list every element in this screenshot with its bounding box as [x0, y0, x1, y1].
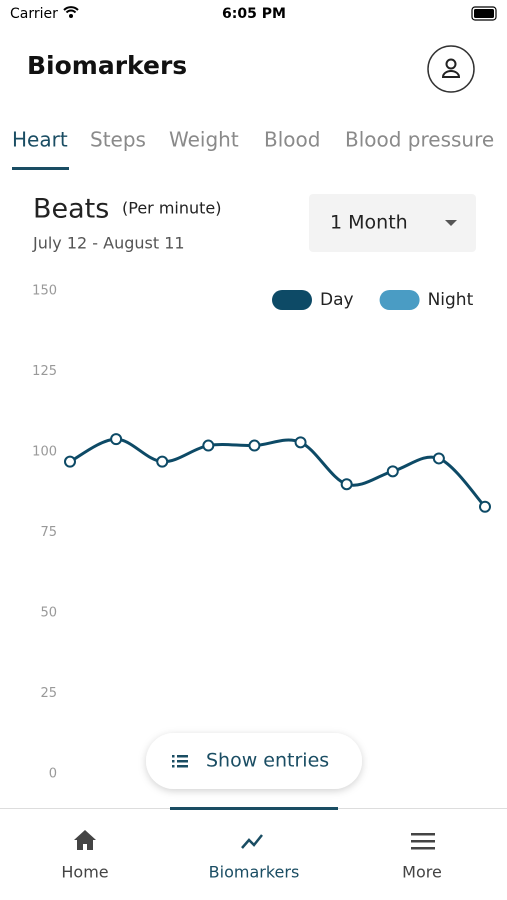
tab[interactable]: Steps	[90, 128, 146, 152]
y-tick-label: 25	[40, 686, 57, 701]
period-label: 1 Month	[330, 212, 408, 234]
data-point	[64, 455, 76, 468]
home-icon	[74, 830, 96, 850]
data-point	[340, 478, 353, 491]
legend-swatch	[272, 290, 312, 310]
dropdown-arrow	[445, 220, 457, 226]
nav-home[interactable]: Home	[61, 863, 108, 882]
battery-level	[474, 9, 494, 18]
wifi-icon	[63, 6, 79, 14]
time: 6:05 PM	[222, 6, 286, 22]
data-point	[479, 500, 491, 513]
legend-swatch	[379, 290, 420, 310]
data-point	[386, 465, 399, 478]
chart-subtitle: (Per minute)	[122, 199, 222, 218]
data-point	[248, 439, 261, 452]
profile-icon-body	[441, 70, 461, 78]
list-icon	[172, 755, 188, 768]
more-icon	[411, 833, 435, 850]
y-tick-label: 100	[32, 445, 57, 460]
page-title: Biomarkers	[27, 51, 187, 80]
tab[interactable]: Heart	[12, 128, 68, 152]
nav-biomarkers[interactable]: Biomarkers	[209, 863, 300, 882]
biomarkers-icon	[241, 834, 263, 849]
profile-icon-head	[445, 58, 457, 70]
data-point	[294, 436, 307, 449]
legend-label: Night	[428, 290, 474, 310]
tab[interactable]: Weight	[169, 128, 239, 152]
period-dropdown[interactable]	[309, 194, 476, 252]
y-tick-label: 150	[32, 284, 57, 299]
y-tick-label: 0	[49, 767, 57, 782]
data-point	[432, 452, 445, 465]
y-tick-label: 125	[32, 364, 57, 379]
chart-title: Beats	[33, 194, 109, 225]
battery	[471, 6, 497, 21]
nav-indicator	[170, 807, 338, 810]
show-entries-label: Show entries	[206, 750, 329, 772]
wifi-dot	[69, 14, 73, 18]
show-entries-button[interactable]	[146, 733, 362, 789]
tab[interactable]: Blood pressure	[345, 128, 494, 152]
line	[69, 437, 487, 508]
data-point	[110, 433, 123, 446]
date-range: July 12 - August 11	[32, 234, 185, 253]
tab[interactable]: Blood	[264, 128, 320, 152]
legend-label: Day	[320, 290, 354, 310]
y-tick-label: 50	[40, 606, 57, 621]
nav-more[interactable]: More	[402, 863, 442, 882]
carrier: Carrier	[10, 6, 58, 22]
data-point	[202, 439, 215, 452]
y-tick-label: 75	[40, 525, 57, 540]
data-point	[156, 455, 169, 468]
tab-indicator	[12, 167, 69, 170]
